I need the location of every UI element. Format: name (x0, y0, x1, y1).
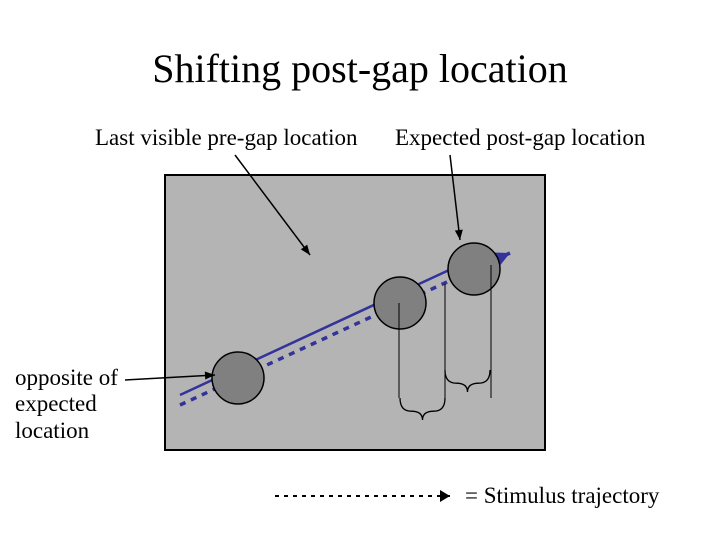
diagram-svg (0, 0, 720, 540)
slide: Shifting post-gap location Last visible … (0, 0, 720, 540)
